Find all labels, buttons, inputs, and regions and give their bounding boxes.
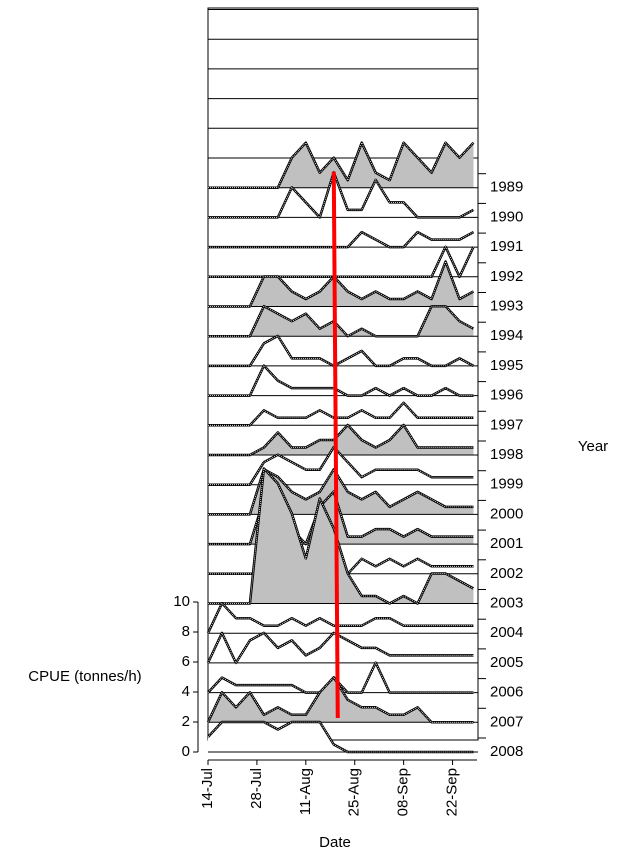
legend-label: 2006: [490, 684, 523, 701]
ridge-line: [208, 334, 475, 368]
ridge-line-inner: [208, 245, 474, 278]
legend-label: 1996: [490, 387, 523, 404]
area-fill: [208, 425, 474, 455]
legend-label: 2005: [490, 654, 523, 671]
ridge-line-inner: [208, 446, 474, 486]
ridge-line-inner: [207, 721, 474, 753]
area-fill: [208, 402, 474, 426]
legend-label: 1991: [490, 238, 523, 255]
y-tick-label: 2: [182, 713, 190, 730]
ridge-line-inner: [207, 661, 474, 693]
legend-label: 2007: [490, 713, 523, 730]
legend-label: 1995: [490, 357, 523, 374]
legend-label: 1999: [490, 476, 523, 493]
ridge-line-inner: [208, 402, 474, 426]
area-fill: [208, 558, 474, 574]
legend-title: Year: [578, 438, 608, 455]
y-tick-label: 6: [182, 653, 190, 670]
y-tick-label: 10: [173, 593, 190, 610]
legend-label: 2004: [490, 624, 523, 641]
ridge-line-inner: [208, 171, 474, 219]
legend-label: 1998: [490, 446, 523, 463]
y-tick-label: 8: [182, 623, 190, 640]
legend-label: 2000: [490, 505, 523, 522]
x-axis-label: Date: [319, 834, 351, 851]
ridge-line-inner: [208, 364, 474, 397]
y-axis-label: CPUE (tonnes/h): [28, 668, 141, 685]
ridge-line-inner: [207, 602, 474, 634]
y-tick-label: 4: [182, 683, 190, 700]
legend-label: 1993: [490, 297, 523, 314]
legend-label: 1989: [490, 179, 523, 196]
ridge-line: [208, 364, 474, 397]
x-tick-label: 14-Jul: [199, 768, 216, 809]
x-tick-label: 08-Sep: [395, 768, 412, 816]
y-tick-label: 0: [182, 743, 190, 760]
legend-label: 2003: [490, 594, 523, 611]
ridge-line-inner: [208, 468, 474, 515]
ridge-line-inner: [207, 676, 474, 723]
legend-label: 2001: [490, 535, 523, 552]
ridge-line-inner: [208, 490, 474, 545]
x-tick-label: 25-Aug: [346, 768, 363, 816]
legend-label: 1992: [490, 268, 523, 285]
ridge-line-inner: [208, 141, 474, 189]
legend-label: 1997: [490, 416, 523, 433]
area-fill: [208, 722, 474, 752]
x-tick-label: 11-Aug: [297, 768, 314, 815]
ridge-line-inner: [208, 467, 474, 605]
legend-label: 2002: [490, 565, 523, 582]
legend-label: 1994: [490, 327, 523, 344]
area-fill: [208, 365, 474, 396]
ridge-line-inner: [208, 231, 474, 248]
x-tick-label: 22-Sep: [444, 768, 461, 816]
area-fill: [208, 306, 474, 337]
marker-line: [331, 171, 340, 719]
plot-frame: [207, 7, 479, 741]
ridge-line-inner: [208, 260, 474, 307]
area-fill: [208, 142, 474, 188]
area-fill: [208, 468, 474, 604]
area-fill: [208, 677, 474, 723]
legend-label: 2008: [490, 743, 523, 760]
ridge-line-inner: [207, 631, 474, 664]
ridge-line-inner: [208, 424, 474, 456]
ridge-line-inner: [208, 335, 474, 367]
area-fill: [208, 172, 474, 218]
ridge-line-inner: [208, 305, 474, 337]
x-tick-label: 28-Jul: [248, 768, 265, 809]
legend-label: 1990: [490, 208, 523, 225]
